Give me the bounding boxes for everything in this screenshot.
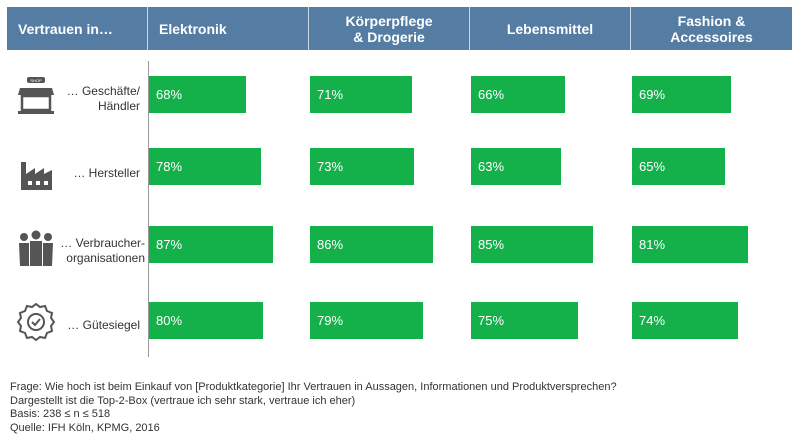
table-header: Vertrauen in… Elektronik Körperpflege & …: [7, 7, 792, 50]
people-group-icon: [19, 230, 53, 266]
row-label: … Gütesiegel: [67, 318, 140, 332]
bar: 74%: [632, 302, 738, 339]
row-label: … Hersteller: [73, 166, 140, 180]
footnote-basis: Basis: 238 ≤ n ≤ 518: [10, 408, 111, 420]
bar: 75%: [471, 302, 579, 339]
bar: 81%: [632, 226, 748, 263]
bar-value-label: 74%: [639, 313, 666, 328]
factory-icon: [21, 162, 52, 190]
footnote-source: Quelle: IFH Köln, KPMG, 2016: [10, 421, 160, 434]
bar: 85%: [471, 226, 593, 263]
bar: 78%: [149, 148, 261, 185]
bar-value-label: 66%: [478, 87, 505, 102]
bar-value-label: 63%: [478, 159, 505, 174]
svg-text:SHOP: SHOP: [30, 78, 42, 83]
bar: 71%: [310, 76, 412, 113]
bar: 68%: [149, 76, 247, 113]
bar: 73%: [310, 148, 415, 185]
row-label: … Geschäfte/ Händler: [66, 84, 140, 113]
seal-badge-icon: [16, 302, 56, 342]
bar-value-label: 87%: [156, 237, 183, 252]
bar-value-label: 65%: [639, 159, 666, 174]
header-category: Lebensmittel: [470, 7, 631, 50]
shop-icon: SHOP: [18, 77, 54, 114]
bar-value-label: 71%: [317, 87, 344, 102]
bar-value-label: 79%: [317, 313, 344, 328]
bar-value-label: 80%: [156, 313, 183, 328]
bar-value-label: 69%: [639, 87, 666, 102]
bar-value-label: 85%: [478, 237, 505, 252]
bar: 65%: [632, 148, 725, 185]
header-category: Elektronik: [148, 7, 309, 50]
bar: 86%: [310, 226, 433, 263]
bar: 69%: [632, 76, 731, 113]
bar-value-label: 81%: [639, 237, 666, 252]
footnote-top2box: Dargestellt ist die Top-2-Box (vertraue …: [10, 394, 356, 407]
header-category: Körperpflege & Drogerie: [309, 7, 470, 50]
footnote: Frage: Wie hoch ist beim Einkauf von [Pr…: [10, 381, 617, 435]
footnote-question: Frage: Wie hoch ist beim Einkauf von [Pr…: [10, 381, 617, 393]
bar: 63%: [471, 148, 562, 185]
bar-value-label: 73%: [317, 159, 344, 174]
bar: 79%: [310, 302, 423, 339]
bar: 80%: [149, 302, 264, 339]
bar-value-label: 78%: [156, 159, 183, 174]
bar-value-label: 86%: [317, 237, 344, 252]
row-label: … Verbraucher-organisationen: [60, 236, 145, 265]
header-category: Fashion & Accessoires: [670, 12, 753, 45]
axis-line: [148, 61, 149, 357]
bar-value-label: 75%: [478, 313, 505, 328]
bar-value-label: 68%: [156, 87, 183, 102]
bar: 87%: [149, 226, 274, 263]
header-label: Vertrauen in…: [7, 7, 148, 50]
bar: 66%: [471, 76, 566, 113]
